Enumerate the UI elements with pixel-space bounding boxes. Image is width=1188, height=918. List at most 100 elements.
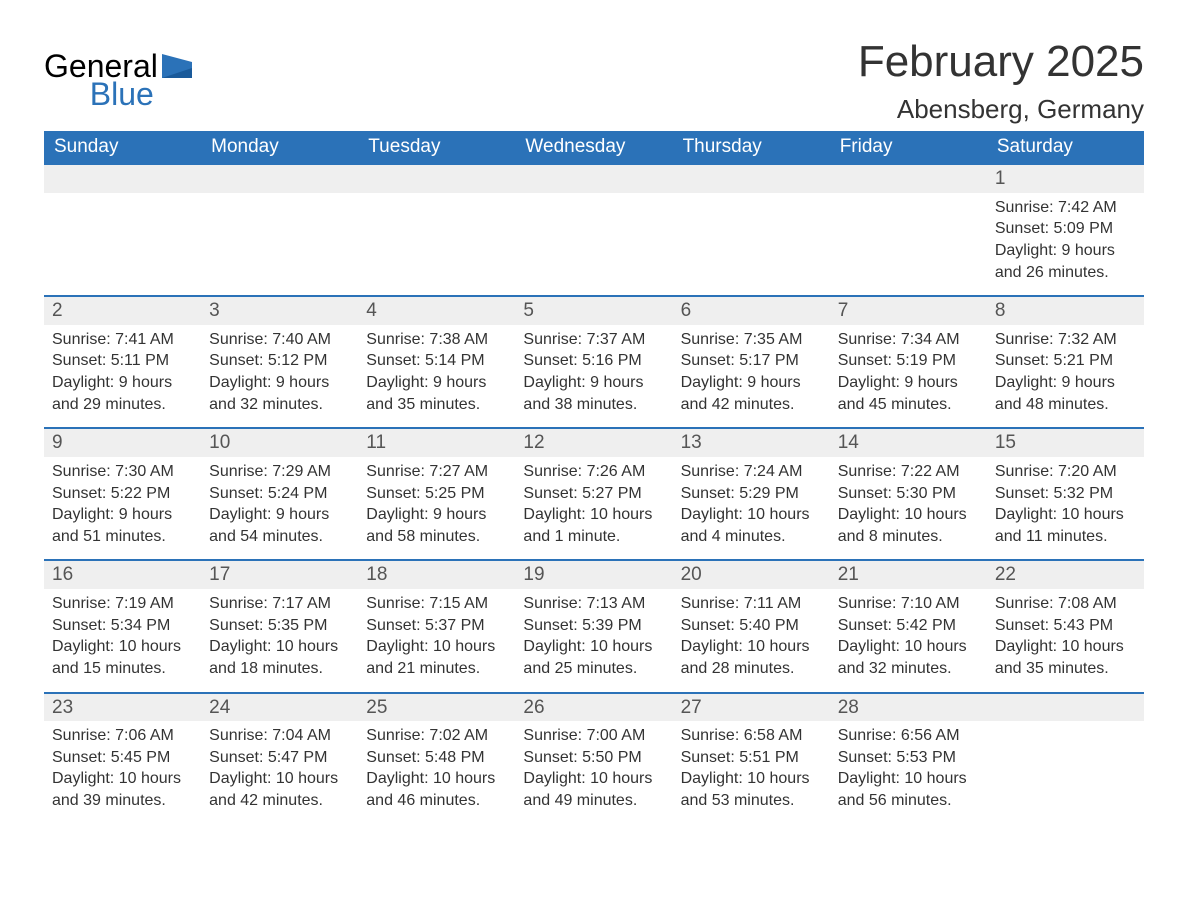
day-line-sr: Sunrise: 7:22 AM xyxy=(838,461,979,483)
day-content xyxy=(673,193,830,283)
day-number: 14 xyxy=(830,429,987,457)
day-line-ss: Sunset: 5:53 PM xyxy=(838,747,979,769)
calendar-day-cell: 15Sunrise: 7:20 AMSunset: 5:32 PMDayligh… xyxy=(987,428,1144,560)
day-line-dl1: Daylight: 10 hours xyxy=(681,768,822,790)
day-content: Sunrise: 7:26 AMSunset: 5:27 PMDaylight:… xyxy=(515,457,672,559)
day-content: Sunrise: 7:37 AMSunset: 5:16 PMDaylight:… xyxy=(515,325,672,427)
day-content: Sunrise: 7:32 AMSunset: 5:21 PMDaylight:… xyxy=(987,325,1144,427)
weekday-header: Monday xyxy=(201,131,358,164)
calendar-week: 23Sunrise: 7:06 AMSunset: 5:45 PMDayligh… xyxy=(44,693,1144,824)
day-line-sr: Sunrise: 7:20 AM xyxy=(995,461,1136,483)
calendar-day-cell: 25Sunrise: 7:02 AMSunset: 5:48 PMDayligh… xyxy=(358,693,515,824)
calendar-day-cell xyxy=(987,693,1144,824)
day-line-dl1: Daylight: 10 hours xyxy=(995,636,1136,658)
day-line-sr: Sunrise: 6:58 AM xyxy=(681,725,822,747)
day-number: 20 xyxy=(673,561,830,589)
day-content: Sunrise: 7:00 AMSunset: 5:50 PMDaylight:… xyxy=(515,721,672,823)
day-line-sr: Sunrise: 7:26 AM xyxy=(523,461,664,483)
day-line-ss: Sunset: 5:35 PM xyxy=(209,615,350,637)
day-line-dl2: and 35 minutes. xyxy=(366,394,507,416)
calendar-day-cell: 10Sunrise: 7:29 AMSunset: 5:24 PMDayligh… xyxy=(201,428,358,560)
day-line-dl2: and 46 minutes. xyxy=(366,790,507,812)
calendar-day-cell xyxy=(673,164,830,296)
day-line-ss: Sunset: 5:37 PM xyxy=(366,615,507,637)
day-line-ss: Sunset: 5:11 PM xyxy=(52,350,193,372)
calendar-day-cell: 11Sunrise: 7:27 AMSunset: 5:25 PMDayligh… xyxy=(358,428,515,560)
day-line-dl1: Daylight: 10 hours xyxy=(995,504,1136,526)
calendar-day-cell xyxy=(44,164,201,296)
day-line-ss: Sunset: 5:45 PM xyxy=(52,747,193,769)
day-number: 2 xyxy=(44,297,201,325)
day-content: Sunrise: 7:19 AMSunset: 5:34 PMDaylight:… xyxy=(44,589,201,691)
calendar-day-cell: 13Sunrise: 7:24 AMSunset: 5:29 PMDayligh… xyxy=(673,428,830,560)
day-line-sr: Sunrise: 7:27 AM xyxy=(366,461,507,483)
day-content: Sunrise: 6:58 AMSunset: 5:51 PMDaylight:… xyxy=(673,721,830,823)
day-line-sr: Sunrise: 7:19 AM xyxy=(52,593,193,615)
day-line-dl1: Daylight: 9 hours xyxy=(995,372,1136,394)
day-content: Sunrise: 7:08 AMSunset: 5:43 PMDaylight:… xyxy=(987,589,1144,691)
day-number: 3 xyxy=(201,297,358,325)
day-content: Sunrise: 7:24 AMSunset: 5:29 PMDaylight:… xyxy=(673,457,830,559)
day-content: Sunrise: 7:27 AMSunset: 5:25 PMDaylight:… xyxy=(358,457,515,559)
calendar-day-cell: 19Sunrise: 7:13 AMSunset: 5:39 PMDayligh… xyxy=(515,560,672,692)
day-number: 1 xyxy=(987,165,1144,193)
day-number: 24 xyxy=(201,694,358,722)
day-line-sr: Sunrise: 7:04 AM xyxy=(209,725,350,747)
day-line-ss: Sunset: 5:39 PM xyxy=(523,615,664,637)
day-number: 25 xyxy=(358,694,515,722)
calendar-day-cell: 6Sunrise: 7:35 AMSunset: 5:17 PMDaylight… xyxy=(673,296,830,428)
day-line-dl2: and 39 minutes. xyxy=(52,790,193,812)
day-number: 21 xyxy=(830,561,987,589)
day-line-sr: Sunrise: 7:38 AM xyxy=(366,329,507,351)
weekday-header: Friday xyxy=(830,131,987,164)
day-line-ss: Sunset: 5:17 PM xyxy=(681,350,822,372)
day-line-sr: Sunrise: 7:30 AM xyxy=(52,461,193,483)
calendar-day-cell: 23Sunrise: 7:06 AMSunset: 5:45 PMDayligh… xyxy=(44,693,201,824)
calendar-day-cell: 21Sunrise: 7:10 AMSunset: 5:42 PMDayligh… xyxy=(830,560,987,692)
day-line-sr: Sunrise: 7:41 AM xyxy=(52,329,193,351)
day-number: 6 xyxy=(673,297,830,325)
day-line-dl2: and 54 minutes. xyxy=(209,526,350,548)
day-line-sr: Sunrise: 7:42 AM xyxy=(995,197,1136,219)
calendar-table: Sunday Monday Tuesday Wednesday Thursday… xyxy=(44,131,1144,824)
day-line-dl1: Daylight: 10 hours xyxy=(523,768,664,790)
day-number: 23 xyxy=(44,694,201,722)
day-content: Sunrise: 7:02 AMSunset: 5:48 PMDaylight:… xyxy=(358,721,515,823)
day-line-dl2: and 49 minutes. xyxy=(523,790,664,812)
day-line-dl2: and 51 minutes. xyxy=(52,526,193,548)
day-line-ss: Sunset: 5:21 PM xyxy=(995,350,1136,372)
calendar-day-cell: 20Sunrise: 7:11 AMSunset: 5:40 PMDayligh… xyxy=(673,560,830,692)
day-content: Sunrise: 7:34 AMSunset: 5:19 PMDaylight:… xyxy=(830,325,987,427)
day-number: 7 xyxy=(830,297,987,325)
day-number xyxy=(673,165,830,193)
day-number: 17 xyxy=(201,561,358,589)
day-line-ss: Sunset: 5:34 PM xyxy=(52,615,193,637)
day-line-dl1: Daylight: 10 hours xyxy=(681,636,822,658)
day-line-sr: Sunrise: 6:56 AM xyxy=(838,725,979,747)
calendar-day-cell xyxy=(830,164,987,296)
calendar-week: 2 Sunrise: 7:41 AMSunset: 5:11 PM Daylight… xyxy=(44,296,1144,428)
day-line-sr: Sunrise: 7:29 AM xyxy=(209,461,350,483)
weekday-header: Thursday xyxy=(673,131,830,164)
day-number xyxy=(201,165,358,193)
calendar-week: 16Sunrise: 7:19 AMSunset: 5:34 PMDayligh… xyxy=(44,560,1144,692)
day-line-sr: Sunrise: 7:17 AM xyxy=(209,593,350,615)
day-line-ss: Sunset: 5:22 PM xyxy=(52,483,193,505)
day-line-sr: Sunrise: 7:08 AM xyxy=(995,593,1136,615)
brand-logo: General Blue xyxy=(44,40,192,110)
day-line-sr: Sunrise: 7:37 AM xyxy=(523,329,664,351)
day-number xyxy=(358,165,515,193)
day-line-sr: Sunrise: 7:11 AM xyxy=(681,593,822,615)
calendar-day-cell: 14Sunrise: 7:22 AMSunset: 5:30 PMDayligh… xyxy=(830,428,987,560)
day-line-ss: Sunset: 5:47 PM xyxy=(209,747,350,769)
calendar-day-cell: 9Sunrise: 7:30 AMSunset: 5:22 PMDaylight… xyxy=(44,428,201,560)
day-line-dl1: Daylight: 10 hours xyxy=(838,636,979,658)
weekday-row: Sunday Monday Tuesday Wednesday Thursday… xyxy=(44,131,1144,164)
flag-icon xyxy=(162,54,192,83)
day-content: Sunrise: 7:15 AMSunset: 5:37 PMDaylight:… xyxy=(358,589,515,691)
day-number: 22 xyxy=(987,561,1144,589)
day-number xyxy=(44,165,201,193)
brand-text: General Blue xyxy=(44,50,158,110)
day-line-dl1: Daylight: 9 hours xyxy=(209,504,350,526)
day-line-ss: Sunset: 5:19 PM xyxy=(838,350,979,372)
